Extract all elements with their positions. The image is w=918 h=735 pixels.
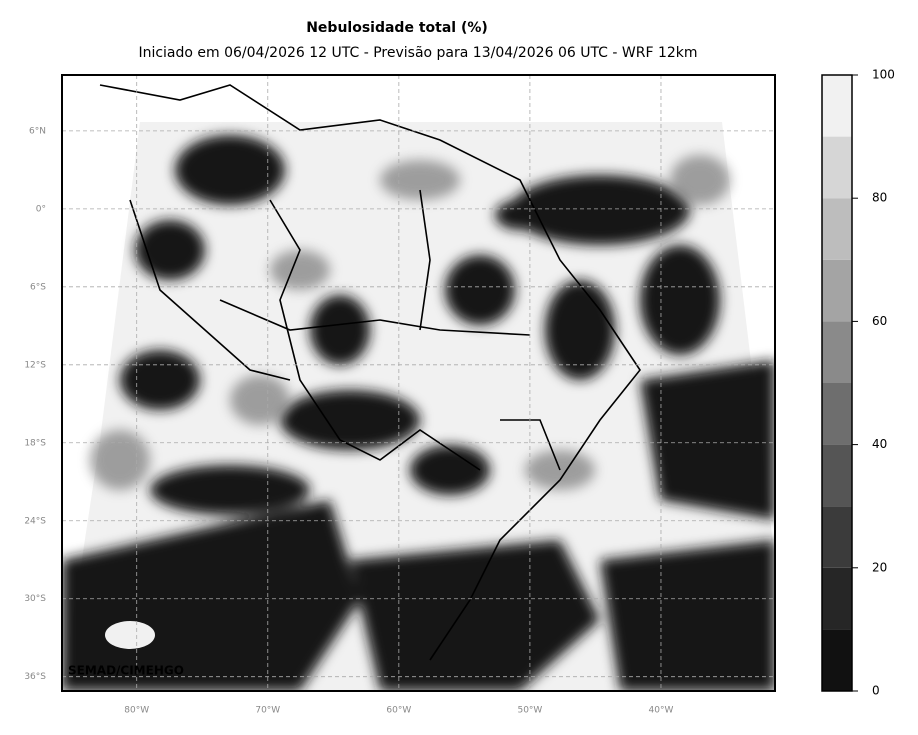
colorbar-tick-label: 0 — [872, 684, 880, 698]
colorbar-tick-label: 20 — [872, 560, 887, 574]
lat-label: 6°S — [30, 282, 46, 292]
lon-label: 60°W — [386, 706, 411, 716]
lon-label: 80°W — [124, 706, 149, 716]
lon-label: 50°W — [517, 706, 542, 716]
credit: SEMAD/CIMEHGO — [68, 664, 184, 678]
lon-label: 40°W — [649, 706, 674, 716]
lat-label: 6°N — [29, 126, 46, 136]
colorbar-frame — [821, 74, 853, 692]
colorbar-segment — [822, 383, 852, 445]
colorbar-segment — [822, 136, 852, 199]
lat-label: 12°S — [24, 360, 46, 370]
title: Nebulosidade total (%) — [306, 20, 488, 36]
colorbar-tick-label: 40 — [872, 437, 887, 451]
lat-label: 30°S — [24, 594, 46, 604]
colorbar-segment — [822, 321, 852, 383]
colorbar-segment — [822, 567, 852, 630]
colorbar-segment — [822, 198, 852, 260]
lat-label: 36°S — [24, 672, 46, 682]
map-field — [62, 84, 775, 691]
lat-label: 0° — [36, 204, 46, 214]
colorbar-segment — [822, 75, 852, 137]
clear-patch — [105, 621, 155, 649]
colorbar-segment — [822, 506, 852, 568]
lat-label: 24°S — [24, 516, 46, 526]
colorbar-segment — [822, 259, 852, 322]
boundaries — [99, 84, 641, 661]
colorbar: 0 20 40 60 80 100 — [822, 68, 895, 698]
colorbar-segment — [822, 444, 852, 507]
map-frame — [61, 74, 776, 692]
colorbar-tick-label: 100 — [872, 68, 895, 82]
lat-label: 18°S — [24, 438, 46, 448]
subtitle: Iniciado em 06/04/2026 12 UTC - Previsão… — [138, 45, 697, 61]
lon-label: 70°W — [255, 706, 280, 716]
colorbar-tick-label: 60 — [872, 314, 887, 328]
colorbar-segment — [822, 629, 852, 691]
colorbar-tick-label: 80 — [872, 191, 887, 205]
graticule — [62, 75, 775, 691]
